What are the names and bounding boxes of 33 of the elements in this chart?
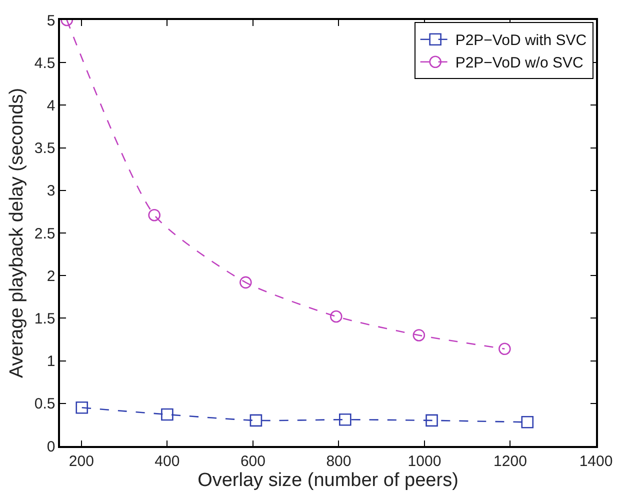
y-tick-label: 1 (46, 353, 56, 370)
x-tick-label: 1400 (579, 452, 613, 470)
x-tick-label: 400 (154, 452, 180, 470)
legend-label: P2P−VoD with SVC (455, 32, 587, 50)
point (250, 414, 262, 427)
x-tick-label: 600 (240, 452, 266, 470)
point (240, 276, 252, 289)
x-tick-label: 800 (326, 452, 352, 470)
y-tick-label: 2 (46, 268, 56, 285)
x-tick-label: 1000 (408, 452, 442, 470)
point (412, 329, 426, 342)
legend-label: P2P−VoD w/o SVC (455, 54, 584, 72)
y-tick-label: 3.5 (34, 140, 56, 158)
point (76, 402, 88, 414)
y-tick-label: 3 (46, 182, 56, 200)
y-tick-label: 4 (46, 97, 56, 114)
y-tick-label: 2.5 (34, 225, 56, 242)
y-tick-label: 0.5 (34, 396, 56, 413)
point (426, 414, 438, 427)
point (330, 310, 342, 323)
point (498, 342, 511, 356)
y-tick-label: 0 (46, 438, 56, 456)
point (161, 408, 174, 421)
x-tick-label: 200 (68, 452, 94, 470)
y-tick-label: 1.5 (34, 310, 56, 328)
x-tick-label: 1200 (494, 452, 527, 470)
point (339, 413, 352, 426)
y-tick-label: 5 (46, 12, 56, 30)
x-axis-title: Overlay size (number of peers) (198, 470, 458, 492)
y-tick-label: 4.5 (34, 54, 56, 72)
point (521, 416, 534, 428)
y-axis-title: Average playback delay (seconds) (6, 88, 28, 378)
point (148, 208, 160, 222)
